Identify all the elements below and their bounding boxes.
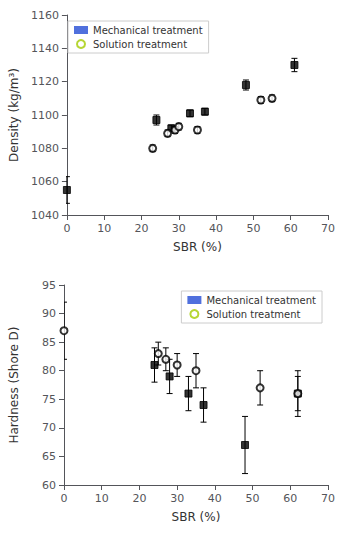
svg-text:SBR (%): SBR (%) xyxy=(172,510,221,524)
svg-text:Solution treatment: Solution treatment xyxy=(93,39,187,50)
svg-text:60: 60 xyxy=(42,479,56,492)
svg-text:1040: 1040 xyxy=(31,209,59,222)
svg-text:10: 10 xyxy=(95,492,109,505)
svg-text:1160: 1160 xyxy=(31,9,59,22)
svg-text:Density (kg/m³): Density (kg/m³) xyxy=(7,68,21,162)
svg-text:1100: 1100 xyxy=(31,109,59,122)
svg-text:Mechanical treatment: Mechanical treatment xyxy=(206,295,316,306)
svg-text:1140: 1140 xyxy=(31,42,59,55)
svg-text:85: 85 xyxy=(42,336,56,349)
svg-text:10: 10 xyxy=(97,222,111,235)
svg-text:30: 30 xyxy=(172,222,186,235)
svg-text:Solution treatment: Solution treatment xyxy=(206,309,300,320)
svg-text:50: 50 xyxy=(246,492,260,505)
svg-text:Hardness (Shore D): Hardness (Shore D) xyxy=(7,326,21,443)
svg-text:70: 70 xyxy=(321,222,335,235)
svg-text:80: 80 xyxy=(42,364,56,377)
svg-text:Mechanical treatment: Mechanical treatment xyxy=(93,25,203,36)
svg-text:70: 70 xyxy=(321,492,335,505)
svg-text:20: 20 xyxy=(134,222,148,235)
svg-text:95: 95 xyxy=(42,279,56,292)
svg-text:0: 0 xyxy=(63,222,70,235)
svg-text:90: 90 xyxy=(42,307,56,320)
svg-text:1060: 1060 xyxy=(31,175,59,188)
svg-text:60: 60 xyxy=(284,222,298,235)
svg-text:40: 40 xyxy=(208,492,222,505)
svg-text:50: 50 xyxy=(246,222,260,235)
svg-text:70: 70 xyxy=(42,421,56,434)
svg-text:20: 20 xyxy=(132,492,146,505)
svg-text:40: 40 xyxy=(209,222,223,235)
svg-text:SBR (%): SBR (%) xyxy=(173,240,222,254)
svg-text:30: 30 xyxy=(170,492,184,505)
svg-text:65: 65 xyxy=(42,450,56,463)
svg-text:75: 75 xyxy=(42,393,56,406)
svg-text:60: 60 xyxy=(283,492,297,505)
svg-text:1080: 1080 xyxy=(31,142,59,155)
svg-text:0: 0 xyxy=(61,492,68,505)
svg-text:1120: 1120 xyxy=(31,75,59,88)
